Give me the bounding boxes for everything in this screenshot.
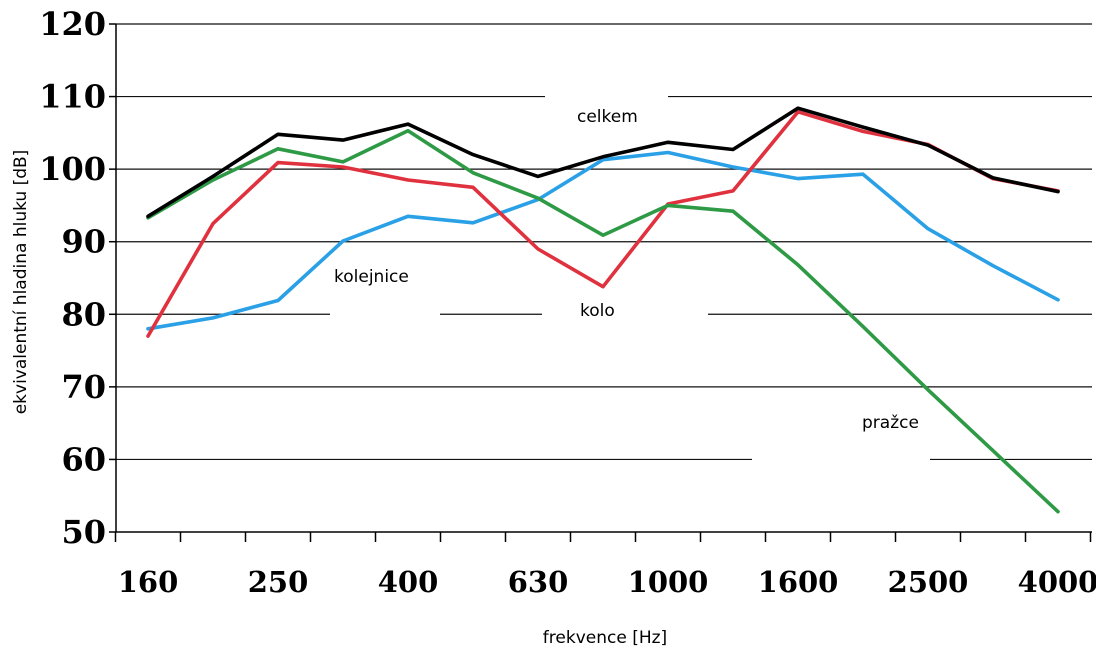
y-tick-labels: 50 60 70 80 90 100 110 120: [39, 5, 106, 551]
x-tick-label: 1600: [758, 565, 839, 599]
x-tick-label: 2500: [888, 565, 969, 599]
x-tick-label: 4000: [1018, 565, 1096, 599]
y-tick-label: 120: [39, 5, 106, 43]
y-tick-label: 100: [39, 150, 106, 188]
series-line-pražce: [146, 128, 1060, 514]
y-tick-label: 110: [39, 78, 106, 116]
series-label-kolo: kolo: [580, 301, 615, 321]
series-label-pražce: pražce: [862, 413, 919, 433]
series-label-celkem: celkem: [577, 107, 638, 127]
y-axis-title: ekvivalentní hladina hluku [dB]: [11, 150, 31, 415]
series-line-kolejnice: [146, 150, 1060, 331]
series-line-celkem: [146, 106, 1060, 219]
x-tick-label: 1000: [628, 565, 709, 599]
axes: [109, 23, 1092, 542]
y-tick-label: 90: [61, 223, 106, 261]
x-axis-title: frekvence [Hz]: [543, 628, 667, 648]
y-tick-label: 50: [61, 513, 106, 551]
y-tick-label: 80: [61, 295, 106, 333]
y-tick-label: 70: [61, 368, 106, 406]
x-tick-labels: 160 250 400 630 1000 1600 2500 4000: [118, 565, 1096, 599]
x-tick-label: 160: [118, 565, 179, 599]
x-tick-label: 250: [248, 565, 309, 599]
series-lines: [146, 106, 1060, 514]
series-label-kolejnice: kolejnice: [334, 267, 409, 287]
y-tick-label: 60: [61, 440, 106, 478]
grid-lines: [116, 23, 1092, 461]
series-labels: celkem pražce kolo kolejnice: [334, 107, 919, 433]
x-tick-label: 630: [508, 565, 569, 599]
x-tick-label: 400: [378, 565, 439, 599]
